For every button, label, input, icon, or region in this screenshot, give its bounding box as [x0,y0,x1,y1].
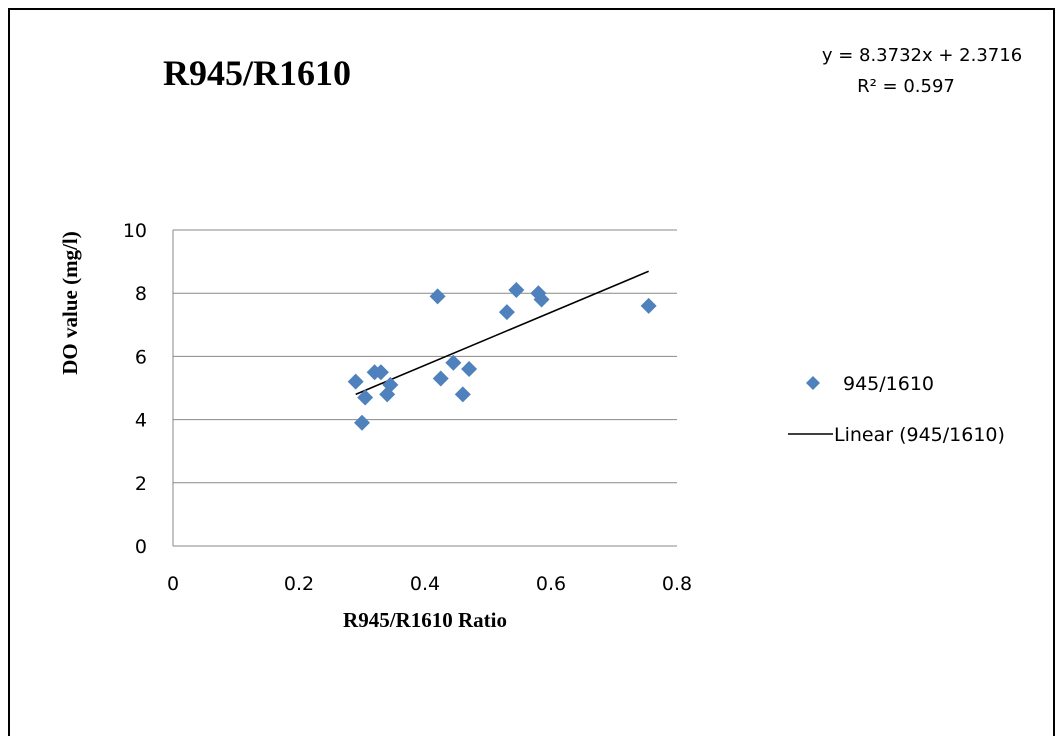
y-tick-label: 8 [135,283,147,305]
y-tick-labels: 0 2 4 6 8 10 [123,220,147,558]
y-tick-label: 6 [135,346,147,368]
y-tick-label: 2 [135,473,147,495]
x-tick-label: 0 [167,573,179,595]
data-point [432,370,449,387]
data-point [354,414,370,431]
data-point [382,376,399,393]
data-point [357,389,374,406]
y-tick-label: 10 [123,220,147,242]
trendline-path [355,270,649,396]
chart-title: R945/R1610 [163,53,351,93]
data-point [640,297,657,314]
legend-label-trend: Linear (945/1610) [834,424,1005,446]
x-axis-title: R945/R1610 Ratio [343,608,507,632]
y-axis-title: DO value (mg/l) [58,231,82,374]
data-point [461,361,478,378]
data-point [445,354,462,371]
trendline [355,270,649,396]
data-point [372,364,389,381]
x-tick-labels: 0 0.2 0.4 0.6 0.8 [167,573,692,595]
trendline-equation: y = 8.3732x + 2.3716 [822,45,1022,66]
data-points [347,282,657,431]
x-tick-label: 0.4 [410,573,440,595]
data-point [347,373,364,390]
chart-frame [8,8,1055,736]
data-point [508,282,525,299]
gridlines [173,229,677,484]
x-tick-label: 0.2 [284,573,314,595]
x-tick-label: 0.6 [536,573,566,595]
data-point [498,304,515,321]
data-point [454,386,471,403]
y-tick-label: 4 [135,410,147,432]
data-point [429,288,446,305]
legend-diamond-marker [806,376,820,390]
y-tick-label: 0 [135,536,147,558]
legend: 945/1610 Linear (945/1610) [788,373,1005,446]
legend-label-series: 945/1610 [843,373,934,395]
r-squared-label: R² = 0.597 [857,76,955,97]
data-point [533,291,550,308]
x-tick-label: 0.8 [662,573,692,595]
